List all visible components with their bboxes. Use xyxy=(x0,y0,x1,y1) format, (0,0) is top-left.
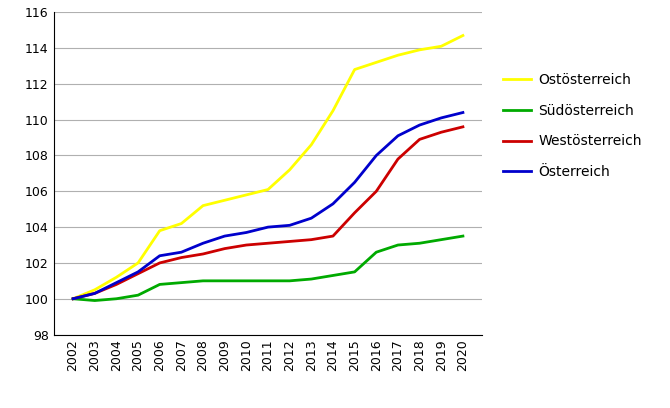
Westösterreich xyxy=(178,255,186,260)
Ostösterreich xyxy=(264,187,272,192)
Österreich xyxy=(90,291,98,296)
Südösterreich xyxy=(459,234,467,239)
Südösterreich xyxy=(199,278,207,283)
Ostösterreich xyxy=(415,47,423,52)
Österreich xyxy=(155,253,163,258)
Österreich xyxy=(438,115,446,120)
Österreich xyxy=(113,280,121,285)
Ostösterreich xyxy=(394,53,402,58)
Westösterreich xyxy=(90,291,98,296)
Ostösterreich xyxy=(285,167,293,172)
Westösterreich xyxy=(373,189,381,194)
Österreich xyxy=(199,241,207,246)
Österreich xyxy=(415,122,423,127)
Südösterreich xyxy=(90,298,98,303)
Österreich xyxy=(329,202,337,206)
Ostösterreich xyxy=(220,198,228,203)
Westösterreich xyxy=(415,137,423,142)
Ostösterreich xyxy=(308,142,316,147)
Südösterreich xyxy=(329,273,337,278)
Österreich xyxy=(69,296,77,301)
Line: Südösterreich: Südösterreich xyxy=(73,236,463,301)
Österreich xyxy=(394,133,402,138)
Österreich xyxy=(373,153,381,158)
Südösterreich xyxy=(134,293,142,297)
Ostösterreich xyxy=(155,228,163,233)
Ostösterreich xyxy=(113,275,121,280)
Österreich xyxy=(220,234,228,239)
Westösterreich xyxy=(220,246,228,251)
Westösterreich xyxy=(113,282,121,287)
Südösterreich xyxy=(350,269,358,274)
Österreich xyxy=(308,216,316,221)
Legend: Ostösterreich, Südösterreich, Westösterreich, Österreich: Ostösterreich, Südösterreich, Westösterr… xyxy=(498,68,647,185)
Südösterreich xyxy=(155,282,163,287)
Ostösterreich xyxy=(459,33,467,38)
Ostösterreich xyxy=(69,296,77,301)
Österreich xyxy=(178,250,186,255)
Südösterreich xyxy=(373,250,381,255)
Line: Österreich: Österreich xyxy=(73,113,463,299)
Südösterreich xyxy=(285,278,293,283)
Westösterreich xyxy=(134,271,142,276)
Südösterreich xyxy=(220,278,228,283)
Westösterreich xyxy=(438,130,446,135)
Südösterreich xyxy=(178,280,186,285)
Ostösterreich xyxy=(438,44,446,49)
Line: Ostösterreich: Ostösterreich xyxy=(73,35,463,299)
Westösterreich xyxy=(329,234,337,239)
Südösterreich xyxy=(264,278,272,283)
Line: Westösterreich: Westösterreich xyxy=(73,127,463,299)
Südösterreich xyxy=(394,243,402,248)
Westösterreich xyxy=(308,237,316,242)
Ostösterreich xyxy=(243,193,251,197)
Ostösterreich xyxy=(329,108,337,113)
Westösterreich xyxy=(350,211,358,215)
Südösterreich xyxy=(113,296,121,301)
Österreich xyxy=(350,180,358,185)
Westösterreich xyxy=(69,296,77,301)
Westösterreich xyxy=(199,251,207,256)
Südösterreich xyxy=(438,237,446,242)
Westösterreich xyxy=(459,124,467,129)
Südösterreich xyxy=(415,241,423,246)
Westösterreich xyxy=(264,241,272,246)
Südösterreich xyxy=(243,278,251,283)
Ostösterreich xyxy=(199,203,207,208)
Südösterreich xyxy=(308,277,316,282)
Österreich xyxy=(134,269,142,274)
Westösterreich xyxy=(243,243,251,248)
Österreich xyxy=(459,110,467,115)
Österreich xyxy=(264,225,272,230)
Südösterreich xyxy=(69,296,77,301)
Ostösterreich xyxy=(134,260,142,265)
Westösterreich xyxy=(285,239,293,244)
Ostösterreich xyxy=(90,287,98,292)
Westösterreich xyxy=(155,260,163,265)
Ostösterreich xyxy=(178,221,186,226)
Ostösterreich xyxy=(350,67,358,72)
Österreich xyxy=(243,230,251,235)
Ostösterreich xyxy=(373,60,381,65)
Westösterreich xyxy=(394,157,402,162)
Österreich xyxy=(285,223,293,228)
